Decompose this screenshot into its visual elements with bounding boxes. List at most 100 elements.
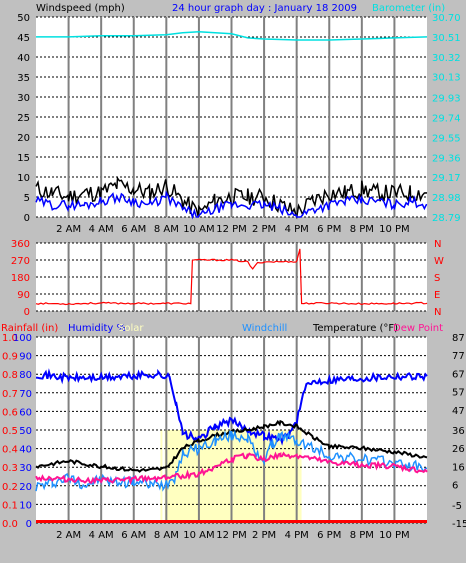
wind-direction-tick-label: 360 [11, 239, 30, 250]
windspeed-tick-label: 45 [17, 33, 30, 44]
temperature-tick-label: 36 [452, 426, 465, 437]
rainfall-tick-label: 0.2 [2, 482, 18, 493]
compass-tick-label: S [434, 273, 440, 284]
barometer-tick-label: 28.79 [432, 213, 461, 224]
windspeed-tick-label: 30 [17, 93, 30, 104]
wind-direction-tick-label: 180 [11, 273, 30, 284]
barometer-label: Barometer (in) [372, 3, 445, 14]
rainfall-tick-label: 0.7 [2, 389, 18, 400]
windspeed-tick-label: 0 [24, 213, 30, 224]
rainfall-tick-label: 0.1 [2, 500, 18, 511]
compass-tick-label: W [434, 256, 444, 267]
panel-3-time-label: 6 AM [121, 530, 146, 541]
humidity-line [35, 368, 428, 446]
windspeed-tick-label: 50 [17, 13, 30, 24]
humidity-tick-label: 60 [19, 407, 32, 418]
compass-tick-label: N [434, 307, 441, 318]
windspeed-tick-label: 15 [17, 153, 30, 164]
windspeed-tick-label: 20 [17, 133, 30, 144]
panel-1-time-label: 10 AM [183, 224, 214, 235]
panel-3-time-label: 6 PM [317, 530, 341, 541]
barometer-tick-label: 30.70 [432, 13, 461, 24]
panel-3-time-label: 10 AM [183, 530, 214, 541]
temperature-tick-label: -15 [452, 519, 466, 530]
wind-avg-line [35, 190, 428, 220]
temperature-label: Temperature (°F) [312, 323, 398, 334]
humidity-tick-label: 0 [26, 519, 32, 530]
humidity-tick-label: 70 [19, 389, 32, 400]
barometer-tick-label: 29.93 [432, 94, 461, 105]
solar-label: Solar [118, 323, 144, 334]
chart-title: 24 hour graph day : January 18 2009 [172, 3, 357, 14]
temperature-tick-label: 16 [452, 462, 465, 473]
panel-1-time-label: 4 AM [89, 224, 114, 235]
humidity-tick-label: 80 [19, 370, 32, 381]
panel-3-time-label: 4 AM [89, 530, 114, 541]
wind-direction-tick-label: 270 [11, 256, 30, 267]
panel-1-time-label: 2 PM [252, 224, 276, 235]
rainfall-tick-label: 0.9 [2, 352, 18, 363]
panel-1-time-label: 4 PM [285, 224, 309, 235]
humidity-label: Humidity % [68, 323, 126, 334]
humidity-tick-label: 40 [19, 445, 32, 456]
panel-3-time-label: 2 AM [56, 530, 81, 541]
rainfall-tick-label: 0.8 [2, 370, 18, 381]
temperature-tick-label: 87 [452, 333, 465, 344]
rainfall-tick-label: 0.0 [2, 519, 18, 530]
panel-1-time-label: 2 AM [56, 224, 81, 235]
humidity-tick-label: 90 [19, 352, 32, 363]
panel-3-time-label: 8 PM [350, 530, 374, 541]
panel-1-time-label: 12 PM [216, 224, 247, 235]
humidity-tick-label: 20 [19, 482, 32, 493]
barometer-tick-label: 29.36 [432, 153, 461, 164]
humidity-tick-label: 100 [13, 333, 32, 344]
windspeed-tick-label: 35 [17, 73, 30, 84]
wind-direction-tick-label: 90 [17, 290, 30, 301]
barometer-tick-label: 30.32 [432, 53, 461, 64]
windspeed-tick-label: 5 [24, 193, 30, 204]
temperature-tick-label: 77 [452, 351, 465, 362]
compass-tick-label: N [434, 239, 441, 250]
windspeed-tick-label: 40 [17, 53, 30, 64]
panel-3-time-label: 12 PM [216, 530, 247, 541]
temperature-tick-label: 6 [452, 481, 458, 492]
rainfall-label: Rainfall (in) [1, 323, 58, 334]
temperature-tick-label: -5 [452, 501, 462, 512]
panel-1-time-label: 10 PM [379, 224, 410, 235]
barometer-tick-label: 29.17 [432, 173, 461, 184]
dewpoint-line [35, 451, 428, 486]
compass-tick-label: E [434, 290, 440, 301]
windchill-label: Windchill [242, 323, 287, 334]
barometer-tick-label: 29.55 [432, 133, 461, 144]
barometer-tick-label: 30.13 [432, 73, 461, 84]
panel-1-time-label: 6 PM [317, 224, 341, 235]
dewpoint-label: Dew Point [393, 323, 443, 334]
barometer-line [36, 30, 428, 41]
windspeed-tick-label: 25 [17, 113, 30, 124]
rainfall-bar [36, 520, 427, 523]
rainfall-tick-label: 0.5 [2, 426, 18, 437]
temperature-tick-label: 47 [452, 406, 465, 417]
windspeed-label: Windspeed (mph) [36, 3, 125, 14]
rainfall-tick-label: 0.6 [2, 407, 18, 418]
panel-3-time-label: 2 PM [252, 530, 276, 541]
windspeed-tick-label: 10 [17, 173, 30, 184]
rainfall-tick-label: 0.3 [2, 463, 18, 474]
panel-1-time-label: 8 PM [350, 224, 374, 235]
panel-3-time-label: 8 AM [154, 530, 179, 541]
wind-direction-tick-label: 0 [24, 307, 30, 318]
temperature-tick-label: 26 [452, 444, 465, 455]
barometer-tick-label: 28.98 [432, 193, 461, 204]
barometer-tick-label: 30.51 [432, 33, 461, 44]
panel-1-time-label: 8 AM [154, 224, 179, 235]
barometer-tick-label: 29.74 [432, 114, 461, 125]
humidity-tick-label: 50 [19, 426, 32, 437]
panel-3-time-label: 10 PM [379, 530, 410, 541]
rainfall-tick-label: 1.0 [2, 333, 18, 344]
humidity-tick-label: 10 [19, 500, 32, 511]
temperature-tick-label: 67 [452, 369, 465, 380]
panel-1-time-label: 6 AM [121, 224, 146, 235]
panel-3-time-label: 4 PM [285, 530, 309, 541]
